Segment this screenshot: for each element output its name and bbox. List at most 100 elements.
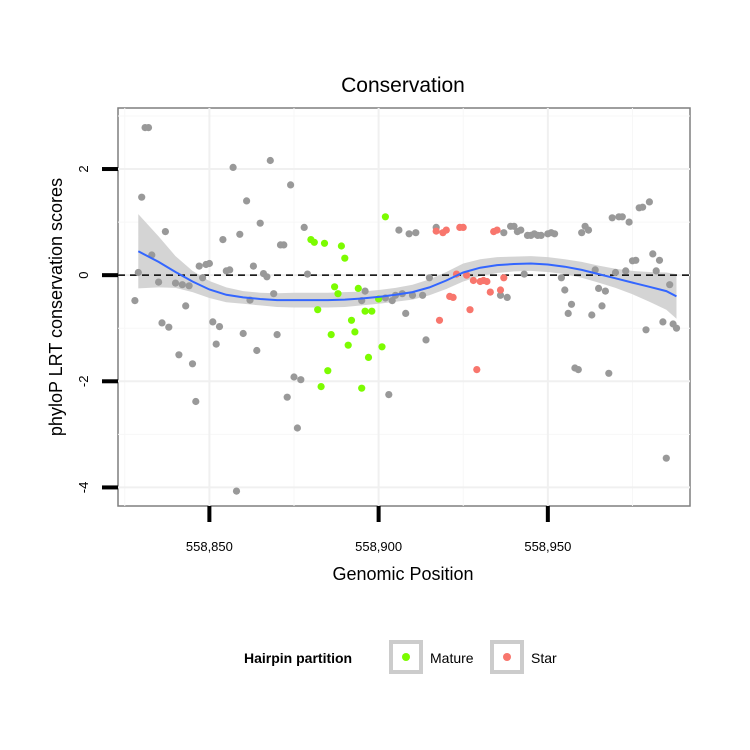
point-mature: [381, 213, 389, 221]
point-other: [385, 391, 393, 399]
point-other: [165, 323, 173, 331]
point-other: [618, 213, 626, 221]
data-points: [131, 124, 681, 495]
point-other: [270, 290, 278, 298]
point-mature: [358, 384, 366, 392]
point-other: [591, 266, 599, 274]
point-other: [236, 230, 244, 238]
point-other: [625, 218, 633, 226]
legend-entry-mature: Mature: [389, 640, 474, 674]
point-star: [469, 276, 477, 285]
point-other: [666, 281, 674, 289]
point-mature: [310, 238, 318, 246]
point-star: [466, 306, 474, 314]
point-star: [442, 226, 450, 234]
point-star: [463, 271, 471, 279]
point-other: [551, 230, 559, 238]
y-tick-label: -2: [76, 376, 91, 388]
point-other: [263, 273, 271, 281]
point-other: [249, 262, 257, 270]
point-star: [459, 223, 467, 231]
point-mature: [351, 328, 359, 336]
point-other: [144, 124, 153, 132]
point-other: [645, 198, 654, 206]
legend-label-mature: Mature: [430, 650, 474, 666]
point-mature: [368, 307, 376, 315]
point-other: [395, 226, 403, 234]
point-other: [134, 268, 142, 277]
point-mature: [334, 290, 342, 298]
point-other: [672, 324, 681, 332]
point-other: [155, 278, 163, 286]
point-mature: [344, 341, 352, 349]
point-star: [473, 366, 481, 374]
legend: Hairpin partition Mature Star: [244, 640, 557, 674]
point-other: [303, 270, 312, 278]
point-other: [388, 297, 396, 305]
legend-entry-star: Star: [490, 640, 557, 674]
point-star: [486, 288, 494, 296]
point-other: [652, 267, 660, 275]
plot-panel: [117, 107, 691, 507]
point-other: [215, 323, 224, 331]
point-other: [185, 282, 193, 290]
point-other: [239, 329, 247, 338]
point-other: [584, 226, 593, 234]
point-other: [649, 250, 657, 258]
point-mature: [364, 353, 373, 361]
point-star: [500, 274, 508, 282]
smooth-confidence-band: [138, 214, 677, 319]
x-tick-label: 558,950: [524, 539, 571, 554]
legend-dot-star: [503, 653, 511, 661]
point-mature: [354, 284, 362, 292]
point-mature: [347, 316, 356, 324]
point-other: [178, 281, 186, 289]
point-star: [435, 316, 444, 324]
point-other: [212, 340, 220, 348]
x-tick-label: 558,850: [186, 539, 233, 554]
point-other: [402, 309, 410, 317]
point-other: [557, 274, 566, 282]
point-star: [483, 277, 491, 286]
point-star: [449, 293, 457, 301]
point-mature: [314, 306, 322, 314]
point-other: [574, 366, 582, 374]
point-other: [611, 268, 620, 277]
point-other: [205, 259, 213, 268]
point-mature: [327, 331, 335, 339]
point-mature: [361, 307, 369, 315]
point-other: [300, 223, 308, 231]
point-mature: [337, 242, 345, 250]
point-mature: [378, 343, 386, 351]
point-other: [131, 297, 139, 305]
point-other: [622, 267, 630, 275]
point-other: [662, 454, 670, 462]
point-other: [412, 229, 420, 237]
chart-title: Conservation: [341, 74, 465, 97]
confidence-band: [138, 214, 677, 319]
smooth-trend-line: [137, 250, 677, 302]
point-other: [500, 229, 508, 237]
point-other: [293, 424, 301, 432]
point-other: [510, 222, 518, 230]
y-tick-label: -4: [76, 482, 91, 494]
point-other: [192, 397, 200, 406]
point-other: [659, 318, 667, 326]
point-other: [253, 346, 261, 355]
point-other: [642, 326, 650, 334]
point-mature: [320, 239, 329, 247]
axes: 558,850 558,900 558,950 -4 -2 0 2: [76, 165, 571, 554]
point-other: [595, 284, 603, 292]
point-other: [243, 197, 251, 205]
legend-title: Hairpin partition: [244, 650, 352, 666]
y-axis-title: phyloP LRT conservation scores: [46, 178, 66, 436]
point-other: [280, 241, 288, 249]
point-other: [283, 393, 291, 401]
point-other: [496, 291, 505, 299]
point-star: [496, 286, 505, 294]
point-other: [158, 319, 166, 327]
point-other: [161, 228, 169, 236]
point-star: [432, 227, 440, 235]
point-other: [639, 203, 647, 211]
point-other: [605, 369, 613, 377]
